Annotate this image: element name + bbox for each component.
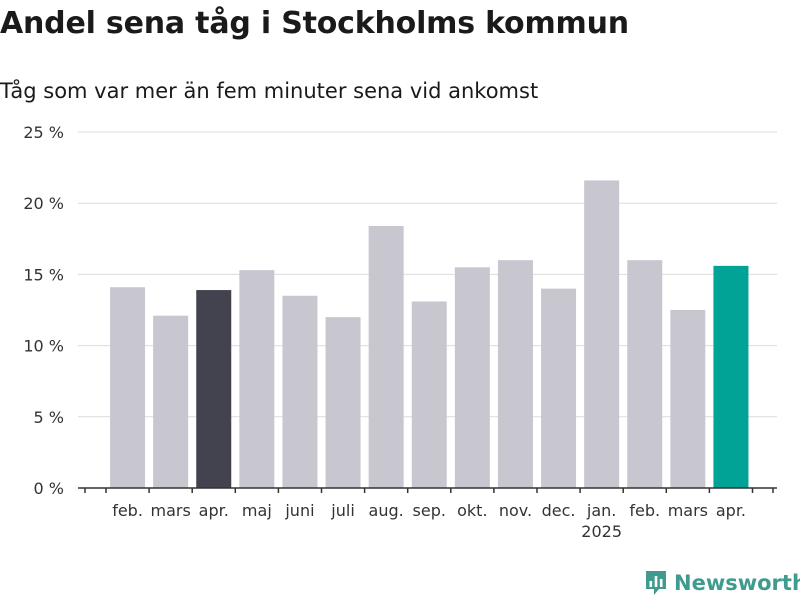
newsworthy-logo-icon <box>646 571 666 595</box>
x-tick-label: sep. <box>413 501 446 520</box>
bar <box>325 317 361 488</box>
bars <box>110 180 749 488</box>
bar <box>153 315 189 488</box>
y-tick-label: 10 % <box>23 337 64 356</box>
bar <box>454 267 490 488</box>
bar <box>713 265 749 488</box>
x-tick-label: mars <box>150 501 190 520</box>
x-tick-label: maj <box>242 501 272 520</box>
x-tick-label: juli <box>330 501 354 520</box>
x-tick-label: apr. <box>716 501 746 520</box>
y-tick-label: 5 % <box>34 408 64 427</box>
x-axis-labels: feb. mars apr. maj juni juli aug. sep. okt. nov. d… <box>112 501 746 541</box>
chart-subtitle: Tåg som var mer än fem minuter sena vid … <box>0 79 539 103</box>
bar <box>627 260 663 488</box>
bar <box>670 310 706 488</box>
bar <box>368 225 404 488</box>
x-tick-label: dec. <box>542 501 576 520</box>
x-year-label: 2025 <box>581 522 622 541</box>
x-tick-label: aug. <box>369 501 404 520</box>
y-tick-label: 15 % <box>23 265 64 284</box>
x-axis <box>78 487 777 493</box>
y-tick-label: 25 % <box>23 123 64 142</box>
chart-title: Andel sena tåg i Stockholms kommun <box>0 6 629 41</box>
bar <box>282 295 318 488</box>
y-axis-labels: 0 % 5 % 10 % 15 % 20 % 25 % <box>23 123 64 498</box>
bar <box>239 270 275 488</box>
x-tick-label: okt. <box>457 501 487 520</box>
y-tick-label: 20 % <box>23 194 64 213</box>
bar <box>110 287 146 488</box>
bar <box>497 260 533 488</box>
brand-name: Newsworthy <box>674 571 800 595</box>
bar <box>196 290 232 488</box>
newsworthy-logo: Newsworthy <box>644 569 800 597</box>
bar <box>411 301 447 488</box>
x-tick-label: apr. <box>199 501 229 520</box>
bar <box>584 180 620 488</box>
x-tick-label: feb. <box>629 501 660 520</box>
x-tick-label: juni <box>284 501 314 520</box>
bar <box>541 288 577 488</box>
x-tick-label: nov. <box>499 501 532 520</box>
x-tick-label: mars <box>668 501 708 520</box>
y-tick-label: 0 % <box>34 479 64 498</box>
x-tick-label: jan. <box>586 501 616 520</box>
x-tick-label: feb. <box>112 501 143 520</box>
